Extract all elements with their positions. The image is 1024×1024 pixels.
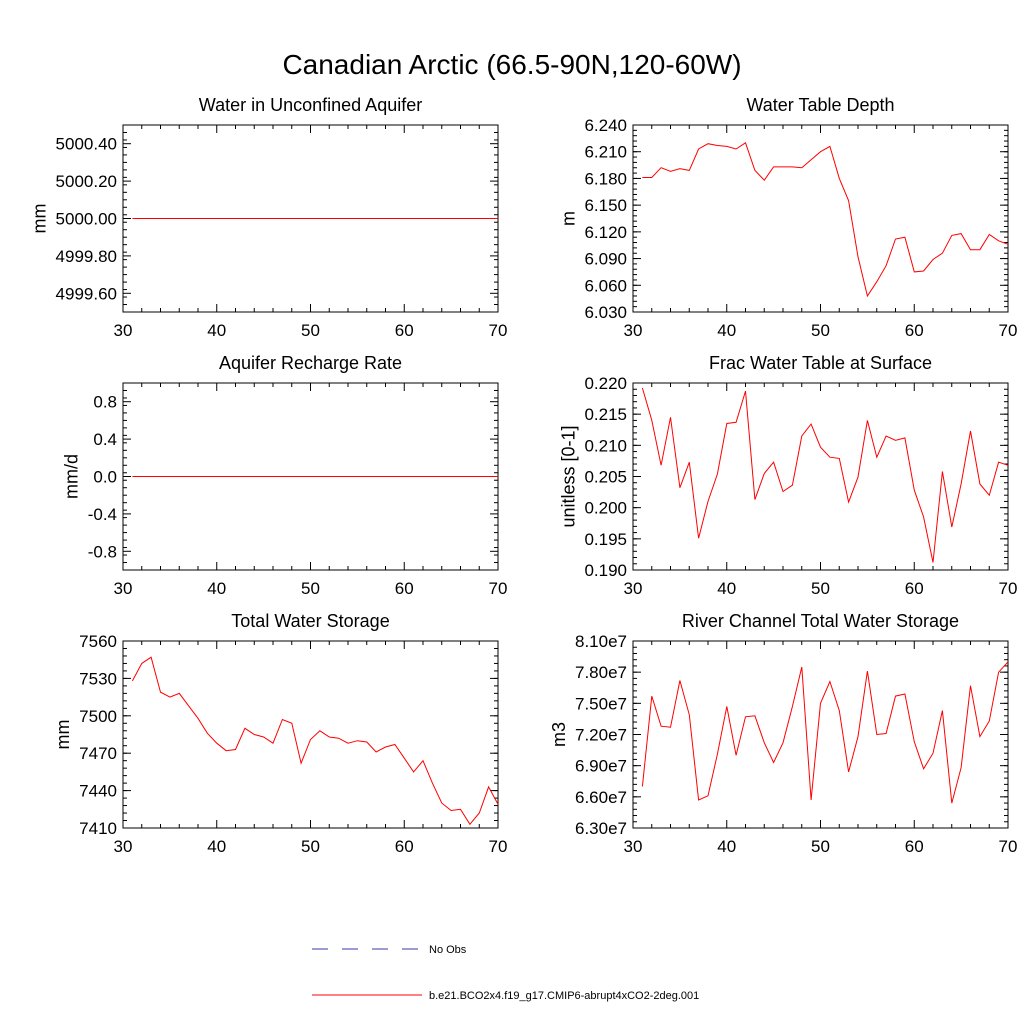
chart-title: Frac Water Table at Surface bbox=[709, 353, 932, 373]
y-tick-label: 6.150 bbox=[584, 196, 627, 215]
series-line bbox=[641, 661, 1009, 804]
plot-frame bbox=[122, 640, 499, 829]
x-tick-label: 70 bbox=[999, 837, 1018, 856]
x-tick-label: 40 bbox=[717, 321, 736, 340]
x-tick-label: 40 bbox=[207, 837, 226, 856]
y-axis-label: unitless [0-1] bbox=[558, 425, 578, 527]
y-tick-label: 6.060 bbox=[584, 276, 627, 295]
chart-title: Water in Unconfined Aquifer bbox=[199, 95, 422, 115]
y-tick-label: 6.030 bbox=[584, 303, 627, 322]
x-tick-label: 70 bbox=[999, 321, 1018, 340]
y-tick-label: 7500 bbox=[79, 707, 117, 726]
chart-title: Total Water Storage bbox=[231, 611, 389, 631]
y-tick-label: 6.180 bbox=[584, 169, 627, 188]
y-tick-label: 6.240 bbox=[584, 116, 627, 135]
y-tick-label: 0.205 bbox=[584, 468, 627, 487]
series-line bbox=[131, 656, 499, 826]
y-tick-label: 7.50e7 bbox=[575, 694, 627, 713]
series-line bbox=[642, 142, 1009, 298]
x-tick-label: 30 bbox=[624, 321, 643, 340]
y-tick-label: 7560 bbox=[79, 632, 117, 651]
x-tick-label: 50 bbox=[301, 579, 320, 598]
y-axis-label: m3 bbox=[549, 722, 569, 747]
y-tick-label: -0.8 bbox=[88, 542, 117, 561]
x-tick-label: 60 bbox=[905, 837, 924, 856]
y-tick-label: 0.4 bbox=[93, 430, 117, 449]
x-tick-label: 30 bbox=[114, 837, 133, 856]
chart-panel: Water in Unconfined Aquifer 30 40 50 60 70 499… bbox=[30, 95, 508, 340]
chart-title: Aquifer Recharge Rate bbox=[219, 353, 402, 373]
y-axis-label: mm bbox=[30, 204, 50, 234]
y-tick-label: 6.60e7 bbox=[575, 788, 627, 807]
x-tick-label: 70 bbox=[489, 837, 508, 856]
y-tick-label: 4999.60 bbox=[56, 284, 117, 303]
legend: No Obs b.e21.BCO2x4.f19_g17.CMIP6-abrupt… bbox=[312, 944, 699, 1002]
page-title: Canadian Arctic (66.5-90N,120-60W) bbox=[282, 49, 741, 80]
chart-panel: Total Water Storage 30 40 50 60 70 7410 7440 747… bbox=[53, 611, 507, 856]
x-tick-label: 30 bbox=[114, 321, 133, 340]
y-tick-label: 7470 bbox=[79, 744, 117, 763]
x-tick-label: 50 bbox=[811, 579, 830, 598]
chart-panel: Aquifer Recharge Rate 30 40 50 60 70 -0.8 -0.4 0… bbox=[62, 353, 508, 598]
y-tick-label: 0.220 bbox=[584, 374, 627, 393]
y-tick-label: 5000.40 bbox=[56, 135, 117, 154]
y-tick-label: 6.90e7 bbox=[575, 757, 627, 776]
y-tick-label: 6.120 bbox=[584, 223, 627, 242]
series-line bbox=[641, 387, 1009, 563]
y-tick-label: 0.200 bbox=[584, 499, 627, 518]
y-tick-label: 0.210 bbox=[584, 436, 627, 455]
plot-frame bbox=[632, 382, 1009, 571]
x-tick-label: 30 bbox=[624, 579, 643, 598]
y-tick-label: 0.8 bbox=[93, 393, 117, 412]
x-tick-label: 40 bbox=[717, 579, 736, 598]
x-tick-label: 30 bbox=[624, 837, 643, 856]
y-tick-label: 0.190 bbox=[584, 561, 627, 580]
y-axis-label: mm/d bbox=[62, 454, 82, 499]
x-tick-label: 40 bbox=[207, 321, 226, 340]
chart-title: River Channel Total Water Storage bbox=[682, 611, 959, 631]
x-tick-label: 60 bbox=[395, 321, 414, 340]
x-tick-label: 70 bbox=[489, 321, 508, 340]
y-tick-label: 7530 bbox=[79, 669, 117, 688]
y-tick-label: 7410 bbox=[79, 819, 117, 838]
y-axis-label: mm bbox=[53, 720, 73, 750]
chart-title: Water Table Depth bbox=[746, 95, 894, 115]
y-tick-label: 0.195 bbox=[584, 530, 627, 549]
x-tick-label: 50 bbox=[811, 321, 830, 340]
x-tick-label: 40 bbox=[717, 837, 736, 856]
x-tick-label: 60 bbox=[905, 579, 924, 598]
plot-frame bbox=[632, 124, 1009, 313]
y-axis-label: m bbox=[558, 211, 578, 226]
y-tick-label: 8.10e7 bbox=[575, 632, 627, 651]
x-tick-label: 50 bbox=[301, 321, 320, 340]
legend-model-label: b.e21.BCO2x4.f19_g17.CMIP6-abrupt4xCO2-2… bbox=[429, 990, 699, 1002]
x-tick-label: 70 bbox=[999, 579, 1018, 598]
chart-panel: Frac Water Table at Surface 30 40 50 60 70 0.1… bbox=[558, 353, 1017, 598]
x-tick-label: 50 bbox=[301, 837, 320, 856]
y-tick-label: 0.215 bbox=[584, 405, 627, 424]
x-tick-label: 50 bbox=[811, 837, 830, 856]
y-tick-label: 6.210 bbox=[584, 143, 627, 162]
y-tick-label: 7.80e7 bbox=[575, 663, 627, 682]
x-tick-label: 60 bbox=[395, 837, 414, 856]
y-tick-label: -0.4 bbox=[88, 505, 117, 524]
chart-panel: River Channel Total Water Storage 30 40 50 6… bbox=[549, 611, 1017, 856]
x-tick-label: 60 bbox=[905, 321, 924, 340]
y-tick-label: 5000.00 bbox=[56, 210, 117, 229]
y-tick-label: 4999.80 bbox=[56, 247, 117, 266]
y-tick-label: 7.20e7 bbox=[575, 726, 627, 745]
y-tick-label: 6.30e7 bbox=[575, 819, 627, 838]
y-tick-label: 6.090 bbox=[584, 250, 627, 269]
legend-obs-label: No Obs bbox=[429, 944, 467, 956]
x-tick-label: 40 bbox=[207, 579, 226, 598]
x-tick-label: 30 bbox=[114, 579, 133, 598]
x-tick-label: 70 bbox=[489, 579, 508, 598]
y-tick-label: 7440 bbox=[79, 782, 117, 801]
x-tick-label: 60 bbox=[395, 579, 414, 598]
chart-panel: Water Table Depth 30 40 50 60 70 6.030 6.060 6.0… bbox=[558, 95, 1017, 340]
y-tick-label: 5000.20 bbox=[56, 172, 117, 191]
y-tick-label: 0.0 bbox=[93, 468, 117, 487]
